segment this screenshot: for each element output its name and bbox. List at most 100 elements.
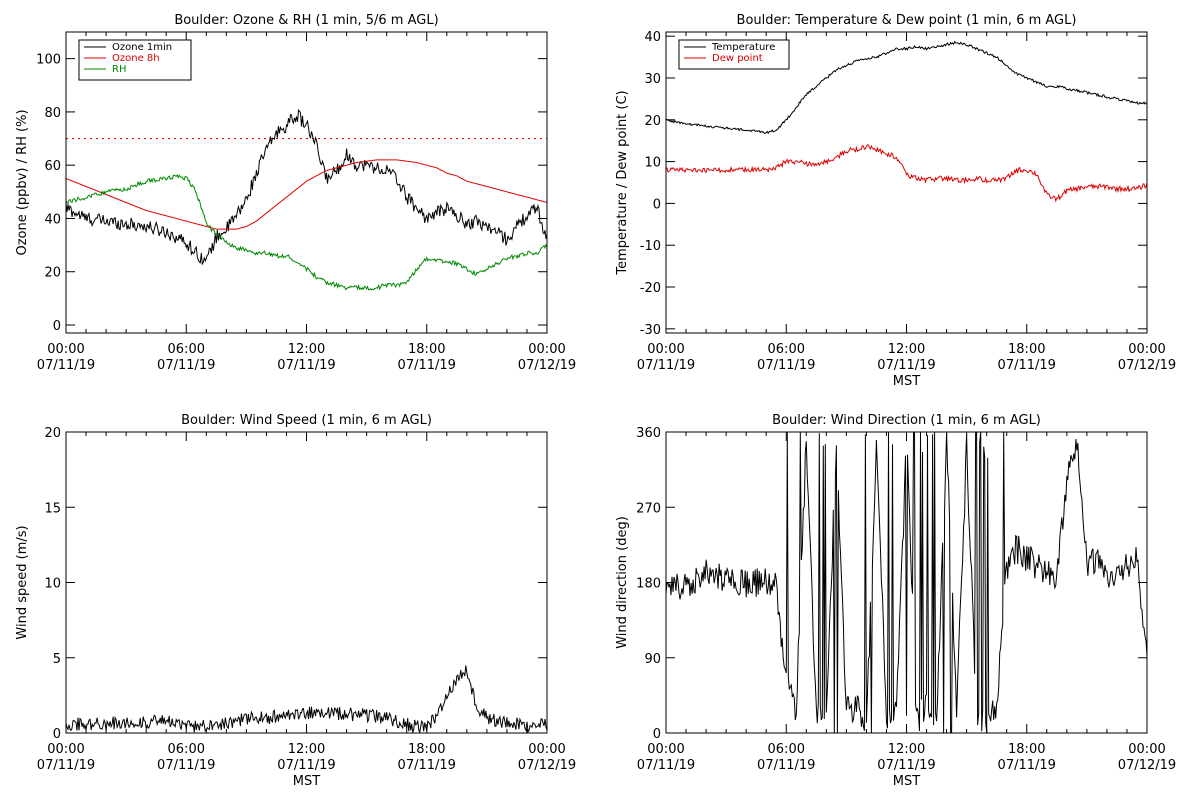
x-tick-time: 12:00	[888, 342, 925, 357]
y-tick-label: 15	[44, 501, 61, 516]
x-tick-date: 07/11/19	[277, 358, 335, 373]
x-tick-date: 07/11/19	[277, 758, 335, 773]
y-axis-label: Ozone (ppbv) / RH (%)	[15, 109, 30, 255]
x-tick-date: 07/11/19	[37, 358, 95, 373]
series-line	[666, 40, 1147, 135]
y-tick-label: 360	[636, 426, 661, 441]
x-tick-time: 18:00	[408, 742, 445, 757]
x-axis-label: MST	[893, 774, 920, 789]
x-tick-date: 07/11/19	[998, 358, 1056, 373]
x-tick-date: 07/11/19	[637, 758, 695, 773]
y-tick-label: 0	[53, 727, 61, 742]
y-tick-label: 40	[644, 30, 661, 45]
y-tick-label: 80	[44, 106, 61, 121]
plot-area	[666, 40, 1147, 203]
legend-box	[678, 39, 790, 70]
x-tick-time: 00:00	[647, 742, 684, 757]
x-tick-time: 18:00	[1008, 342, 1045, 357]
x-tick-time: 00:00	[47, 742, 84, 757]
y-axis-label: Temperature / Dew point (C)	[615, 90, 630, 275]
x-tick-date: 07/12/19	[1118, 758, 1176, 773]
x-tick-date: 07/11/19	[157, 358, 215, 373]
chart-title: Boulder: Wind Speed (1 min, 6 m AGL)	[181, 413, 432, 428]
chart-panel: Boulder: Temperature & Dew point (1 min,…	[615, 13, 1176, 389]
y-tick-label: 10	[44, 577, 61, 592]
plot-frame	[65, 431, 548, 734]
y-tick-label: 30	[644, 72, 661, 87]
x-tick-time: 06:00	[168, 742, 205, 757]
x-tick-time: 12:00	[288, 742, 325, 757]
plot-area	[66, 665, 547, 733]
chart-title: Boulder: Ozone & RH (1 min, 5/6 m AGL)	[174, 13, 438, 28]
series-line	[66, 174, 547, 291]
y-tick-label: 0	[653, 727, 661, 742]
y-tick-label: 20	[44, 266, 61, 281]
x-tick-date: 07/11/19	[37, 758, 95, 773]
series-line	[66, 159, 547, 230]
y-tick-label: 20	[644, 114, 661, 129]
x-tick-time: 18:00	[1008, 742, 1045, 757]
x-tick-time: 00:00	[528, 742, 565, 757]
x-tick-date: 07/12/19	[1118, 358, 1176, 373]
y-tick-label: 100	[36, 53, 61, 68]
x-tick-time: 00:00	[647, 342, 684, 357]
plot-frame	[665, 431, 1148, 734]
x-axis-label: MST	[293, 774, 320, 789]
y-tick-label: 0	[653, 197, 661, 212]
y-tick-label: -30	[640, 323, 661, 338]
y-tick-label: 40	[44, 212, 61, 227]
y-tick-label: 10	[644, 156, 661, 171]
chart-title: Boulder: Wind Direction (1 min, 6 m AGL)	[772, 413, 1041, 428]
y-tick-label: 90	[644, 652, 661, 667]
x-tick-date: 07/12/19	[518, 358, 576, 373]
y-axis-label: Wind direction (deg)	[615, 516, 630, 649]
y-tick-label: 270	[636, 501, 661, 516]
legend-label: RH	[112, 64, 126, 75]
series-line	[66, 108, 547, 265]
y-tick-label: -20	[640, 281, 661, 296]
chart-title: Boulder: Temperature & Dew point (1 min,…	[737, 13, 1077, 28]
x-tick-date: 07/11/19	[398, 758, 456, 773]
x-tick-time: 00:00	[1128, 742, 1165, 757]
y-tick-label: 20	[44, 426, 61, 441]
y-tick-label: 180	[636, 577, 661, 592]
x-tick-date: 07/12/19	[518, 758, 576, 773]
plot-area	[66, 108, 547, 291]
x-tick-date: 07/11/19	[998, 758, 1056, 773]
legend-label: Temperature	[711, 42, 775, 53]
y-tick-label: 0	[53, 319, 61, 334]
x-tick-date: 07/11/19	[757, 758, 815, 773]
x-tick-time: 06:00	[168, 342, 205, 357]
plot-frame	[665, 31, 1148, 334]
series-line	[66, 665, 547, 733]
x-tick-time: 00:00	[47, 342, 84, 357]
chart-panel: Boulder: Wind Direction (1 min, 6 m AGL)…	[615, 413, 1176, 789]
x-tick-date: 07/11/19	[877, 758, 935, 773]
chart-panel: Boulder: Wind Speed (1 min, 6 m AGL) Wind…	[15, 413, 576, 789]
x-tick-time: 00:00	[1128, 342, 1165, 357]
x-tick-time: 06:00	[768, 342, 805, 357]
y-tick-label: 5	[53, 652, 61, 667]
x-tick-time: 18:00	[408, 342, 445, 357]
x-tick-time: 00:00	[528, 342, 565, 357]
x-tick-time: 12:00	[288, 342, 325, 357]
x-tick-time: 12:00	[888, 742, 925, 757]
series-line	[666, 144, 1147, 203]
x-tick-date: 07/11/19	[157, 758, 215, 773]
plot-frame	[65, 31, 548, 334]
legend-label: Dew point	[712, 53, 763, 64]
legend-label: Ozone 1min	[112, 42, 172, 53]
y-axis-label: Wind speed (m/s)	[15, 525, 30, 639]
x-tick-date: 07/11/19	[637, 358, 695, 373]
x-tick-date: 07/11/19	[757, 358, 815, 373]
x-tick-date: 07/11/19	[398, 358, 456, 373]
legend-label: Ozone 8h	[112, 53, 160, 64]
x-tick-time: 06:00	[768, 742, 805, 757]
x-tick-date: 07/11/19	[877, 358, 935, 373]
y-tick-label: 60	[44, 159, 61, 174]
x-axis-label: MST	[893, 374, 920, 389]
series-line	[666, 432, 1147, 733]
plot-area	[666, 432, 1147, 733]
y-tick-label: -10	[640, 239, 661, 254]
